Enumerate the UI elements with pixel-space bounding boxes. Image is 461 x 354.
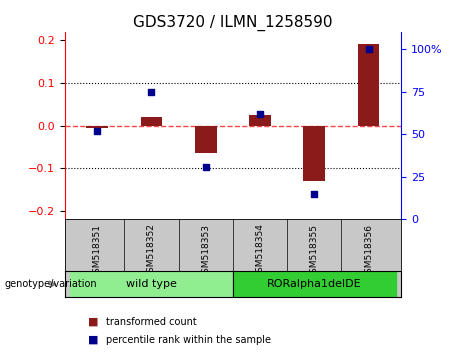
Point <box>202 164 209 170</box>
Point <box>365 46 372 52</box>
Point <box>148 89 155 95</box>
Bar <box>141 117 162 126</box>
Text: GSM518354: GSM518354 <box>255 224 265 279</box>
Point <box>311 191 318 197</box>
Bar <box>86 126 108 128</box>
Point <box>94 128 101 133</box>
Text: GSM518351: GSM518351 <box>93 224 101 279</box>
Text: GSM518353: GSM518353 <box>201 224 210 279</box>
Text: transformed count: transformed count <box>106 317 197 327</box>
Text: GSM518356: GSM518356 <box>364 224 373 279</box>
Point <box>256 111 264 116</box>
Bar <box>249 115 271 126</box>
Text: genotype/variation: genotype/variation <box>5 279 97 289</box>
Bar <box>358 44 379 126</box>
Text: ■: ■ <box>88 335 98 345</box>
Bar <box>303 126 325 181</box>
Bar <box>195 126 217 153</box>
Text: wild type: wild type <box>126 279 177 289</box>
Title: GDS3720 / ILMN_1258590: GDS3720 / ILMN_1258590 <box>133 14 332 30</box>
Text: RORalpha1delDE: RORalpha1delDE <box>267 279 361 289</box>
Text: ■: ■ <box>88 317 98 327</box>
Text: GSM518352: GSM518352 <box>147 224 156 279</box>
Text: GSM518355: GSM518355 <box>310 224 319 279</box>
Text: percentile rank within the sample: percentile rank within the sample <box>106 335 271 345</box>
